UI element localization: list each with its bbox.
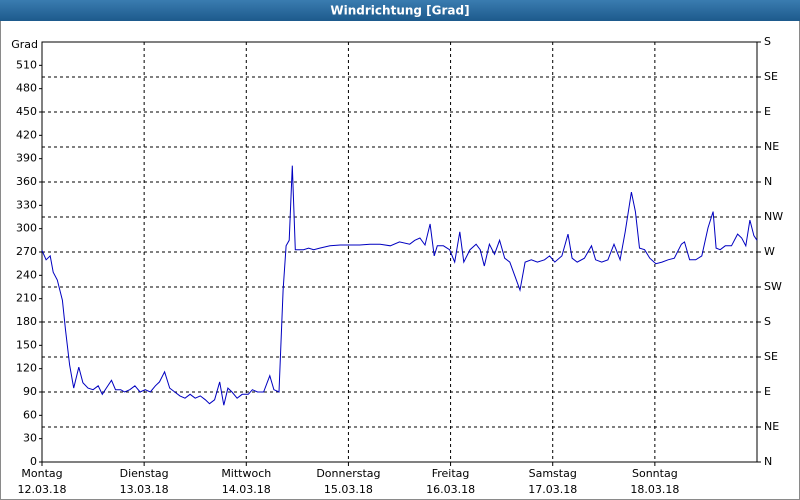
y-tick-label: 270 xyxy=(16,245,37,258)
chart-title: Windrichtung [Grad] xyxy=(330,4,469,18)
plot-border xyxy=(41,41,758,463)
y-tick-label: 210 xyxy=(16,292,37,305)
y-tick-label: 480 xyxy=(16,82,37,95)
y-tick-label: 390 xyxy=(16,152,37,165)
y-tick-label: 60 xyxy=(23,408,37,421)
x-tick-label: 15.03.18 xyxy=(324,483,373,496)
y-tick-label: 180 xyxy=(16,315,37,328)
y2-tick-label: NE xyxy=(764,420,779,433)
y2-tick-label: SE xyxy=(764,70,778,83)
y-tick-label: 360 xyxy=(16,175,37,188)
y2-tick-label: E xyxy=(764,105,771,118)
y2-tick-label: NW xyxy=(764,210,783,223)
y-tick-label: 150 xyxy=(16,338,37,351)
x-tick-weekday: Freitag xyxy=(432,467,470,480)
x-tick-weekday: Samstag xyxy=(529,467,577,480)
x-tick-label: 14.03.18 xyxy=(222,483,271,496)
y-tick-label: 300 xyxy=(16,222,37,235)
y2-tick-label: W xyxy=(764,245,775,258)
y2-tick-label: SW xyxy=(764,280,782,293)
x-tick-weekday: Sonntag xyxy=(632,467,678,480)
y2-tick-label: S xyxy=(764,35,771,48)
x-tick-label: 17.03.18 xyxy=(528,483,577,496)
y-tick-label: 0 xyxy=(30,455,37,468)
y-axis-label: Grad xyxy=(11,38,38,51)
y2-tick-label: S xyxy=(764,315,771,328)
y2-tick-label: NE xyxy=(764,140,779,153)
y2-tick-label: N xyxy=(764,455,772,468)
y-tick-label: 90 xyxy=(23,385,37,398)
y-tick-label: 420 xyxy=(16,128,37,141)
x-tick-label: 18.03.18 xyxy=(630,483,679,496)
y-tick-label: 330 xyxy=(16,198,37,211)
y-tick-label: 30 xyxy=(23,432,37,445)
x-tick-weekday: Montag xyxy=(21,467,62,480)
y-tick-label: 120 xyxy=(16,362,37,375)
title-bar xyxy=(0,0,800,21)
y-tick-label: 450 xyxy=(16,105,37,118)
x-tick-label: 16.03.18 xyxy=(426,483,475,496)
x-tick-weekday: Mittwoch xyxy=(221,467,271,480)
x-tick-weekday: Dienstag xyxy=(120,467,169,480)
x-tick-label: 13.03.18 xyxy=(120,483,169,496)
x-tick-label: 12.03.18 xyxy=(18,483,67,496)
y2-tick-label: N xyxy=(764,175,772,188)
y2-tick-label: E xyxy=(764,385,771,398)
y-tick-label: 510 xyxy=(16,58,37,71)
y2-tick-label: SE xyxy=(764,350,778,363)
data-line xyxy=(41,165,758,406)
y-tick-label: 240 xyxy=(16,268,37,281)
x-tick-weekday: Donnerstag xyxy=(316,467,380,480)
